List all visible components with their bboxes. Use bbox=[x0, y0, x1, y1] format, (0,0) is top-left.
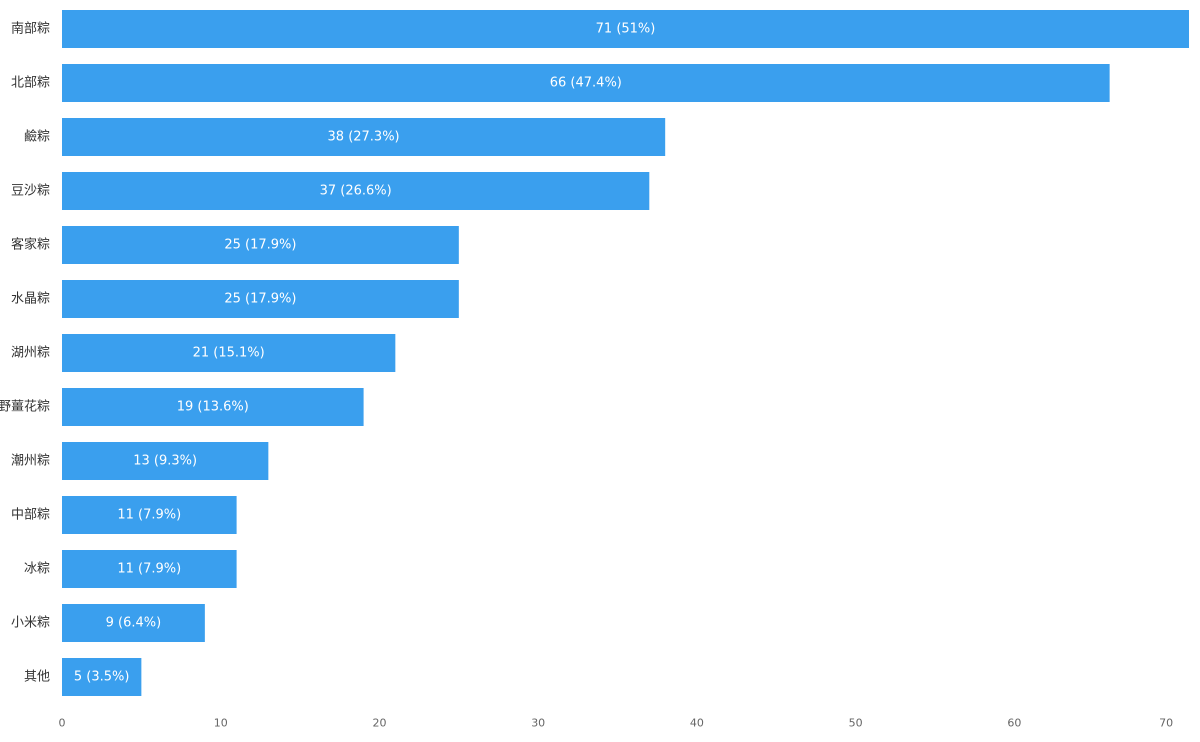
bar bbox=[62, 64, 1110, 102]
bar bbox=[62, 280, 459, 318]
data-label: 25 (17.9%) bbox=[224, 238, 296, 253]
bar bbox=[62, 388, 364, 426]
category-label: 水晶粽 bbox=[11, 292, 50, 307]
bar bbox=[62, 226, 459, 264]
category-label: 湖州粽 bbox=[11, 346, 50, 361]
category-label: 中部粽 bbox=[11, 508, 50, 523]
bar bbox=[62, 118, 666, 156]
data-label: 13 (9.3%) bbox=[133, 454, 197, 469]
x-tick-label: 60 bbox=[1007, 717, 1021, 730]
x-axis-ticks-group: 0 10 20 30 40 50 60 70 bbox=[59, 717, 1174, 730]
category-label: 冰粽 bbox=[24, 562, 50, 577]
data-label: 71 (51%) bbox=[596, 22, 656, 37]
bar bbox=[62, 658, 142, 696]
category-label: 南部粽 bbox=[11, 21, 50, 37]
x-tick-label: 50 bbox=[849, 717, 863, 730]
category-label: 潮州粽 bbox=[11, 454, 50, 469]
bar bbox=[62, 334, 396, 372]
x-tick-label: 40 bbox=[690, 717, 704, 730]
bar bbox=[62, 550, 237, 588]
bar bbox=[62, 10, 1189, 48]
data-labels-group: 71 (51%) 66 (47.4%) 38 (27.3%) 37 (26.6%) 25… bbox=[74, 22, 655, 685]
data-label: 21 (15.1%) bbox=[193, 346, 265, 361]
data-label: 19 (13.6%) bbox=[177, 400, 249, 415]
bar bbox=[62, 442, 269, 480]
bar bbox=[62, 496, 237, 534]
bars-group bbox=[62, 10, 1189, 696]
data-label: 25 (17.9%) bbox=[224, 292, 296, 307]
category-label: 北部粽 bbox=[11, 76, 50, 91]
x-tick-label: 70 bbox=[1159, 717, 1173, 730]
bar bbox=[62, 604, 205, 642]
category-label: 野薑花粽 bbox=[0, 399, 50, 415]
x-tick-label: 30 bbox=[531, 717, 545, 730]
data-label: 5 (3.5%) bbox=[74, 670, 130, 685]
data-label: 11 (7.9%) bbox=[117, 562, 181, 577]
category-label: 小米粽 bbox=[11, 616, 50, 631]
data-label: 11 (7.9%) bbox=[117, 508, 181, 523]
x-tick-label: 20 bbox=[372, 717, 386, 730]
category-label: 豆沙粽 bbox=[11, 184, 50, 199]
category-label: 鹼粽 bbox=[24, 129, 50, 145]
x-tick-label: 10 bbox=[214, 717, 228, 730]
data-label: 9 (6.4%) bbox=[106, 616, 162, 631]
data-label: 66 (47.4%) bbox=[550, 76, 622, 91]
data-label: 37 (26.6%) bbox=[320, 184, 392, 199]
data-label: 38 (27.3%) bbox=[328, 130, 400, 145]
category-label: 客家粽 bbox=[11, 237, 50, 253]
x-tick-label: 0 bbox=[59, 717, 66, 730]
category-label: 其他 bbox=[24, 670, 50, 685]
bar bbox=[62, 172, 650, 210]
